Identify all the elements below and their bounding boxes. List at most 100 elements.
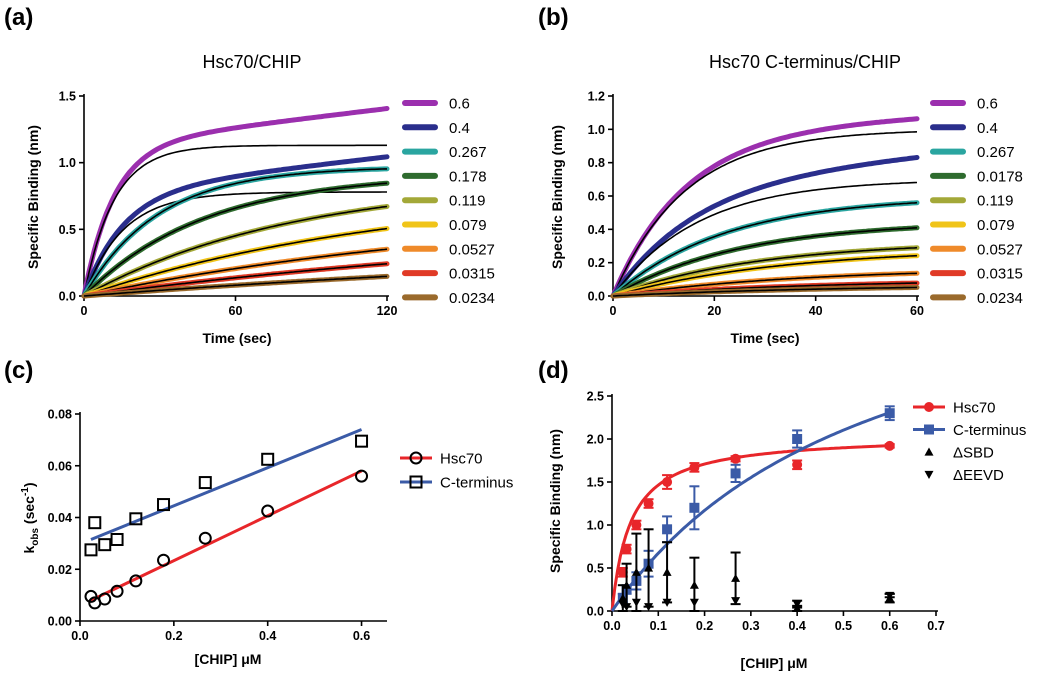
data-point-C-terminus xyxy=(88,516,102,530)
y-tick-label: 1.0 xyxy=(587,519,604,533)
panel-b-plot-area: 0 20 40 60 0.0 0.2 0.4 0.6 0.8 1.0 1.2 xyxy=(588,90,924,319)
data-point-Hsc70 xyxy=(643,498,654,509)
panel-a: (a) Hsc70/CHIP 0 60 120 0.0 0.5 1.0 1.5 0.6 0.4… xyxy=(4,4,495,346)
legend-marker-C-terminus xyxy=(409,475,423,489)
panel-a-legend: 0.6 0.4 0.267 0.178 0.119 0.079 0.0527 0.0315 0.… xyxy=(402,96,495,307)
y-tick-label: 0.5 xyxy=(587,562,604,576)
fit-curve-0.119 xyxy=(83,205,388,297)
fit-curve-0.0527 xyxy=(612,272,918,297)
data-point-C-terminus xyxy=(98,538,112,552)
panel-d: (d) 0.0 0.1 0.2 0.3 0.4 0.5 0.6 0.7 0.0 0.5 1.0 1.5… xyxy=(538,357,1026,671)
legend-label: 0.079 xyxy=(449,217,487,234)
x-tick-label: 120 xyxy=(377,304,398,318)
data-point-Hsc70 xyxy=(98,592,112,606)
x-tick-label: 0.4 xyxy=(788,619,805,633)
x-tick-label: 60 xyxy=(910,304,924,318)
y-tick-label: 0.8 xyxy=(588,156,605,170)
y-tick-label: 0.5 xyxy=(59,223,76,237)
data-point-ΔEEVD xyxy=(792,600,802,609)
data-point-ΔEEVD xyxy=(618,600,628,609)
y-tick-label: 0.06 xyxy=(48,459,72,473)
panel-a-title: Hsc70/CHIP xyxy=(202,52,301,72)
data-point-ΔEEVD xyxy=(885,591,895,601)
legend-label: 0.178 xyxy=(449,168,487,185)
fit-curve-0.079 xyxy=(612,254,918,297)
x-tick-label: 0 xyxy=(610,304,617,318)
y-tick-label: 1.5 xyxy=(587,476,604,490)
fit-curve-0.0527 xyxy=(83,248,388,297)
fit-curve-C-terminus xyxy=(610,411,891,612)
data-point-ΔEEVD xyxy=(644,603,654,612)
legend-label: C-terminus xyxy=(440,475,513,492)
panel-c-legend: Hsc70 C-terminus xyxy=(400,451,513,492)
legend-label: 0.267 xyxy=(977,144,1015,161)
data-curve-0.4 xyxy=(610,155,920,299)
x-tick-label: 0.4 xyxy=(259,629,276,643)
x-tick-label: 0.5 xyxy=(835,619,852,633)
data-point-ΔSBD xyxy=(689,580,699,589)
data-curve-0.6 xyxy=(610,116,920,299)
panel-a-x-axis-label: Time (sec) xyxy=(203,330,272,346)
data-point-Hsc70 xyxy=(689,462,700,473)
legend-label: Hsc70 xyxy=(953,400,996,417)
x-tick-label: 0.3 xyxy=(742,619,759,633)
kobs-unit-open: (sec xyxy=(21,496,37,528)
legend-label: Hsc70 xyxy=(440,451,483,468)
y-tick-label: 0.0 xyxy=(587,605,604,619)
data-point-ΔSBD xyxy=(631,567,641,576)
data-point-ΔSBD xyxy=(662,567,672,576)
y-tick-label: 0.0 xyxy=(588,290,605,304)
kobs-subscript: obs xyxy=(30,528,41,546)
legend-label: 0.267 xyxy=(449,144,487,161)
panel-c-x-axis-label: [CHIP] μM xyxy=(195,651,262,667)
panel-d-legend: Hsc70 C-terminus ΔSBD ΔEEVD xyxy=(913,400,1026,484)
x-tick-label: 0.7 xyxy=(927,619,944,633)
x-tick-label: 0.6 xyxy=(353,629,370,643)
y-tick-label: 1.5 xyxy=(59,90,76,104)
panel-a-label: (a) xyxy=(4,4,33,31)
data-point-C-terminus xyxy=(110,532,124,546)
x-tick-label: 0.0 xyxy=(71,629,88,643)
legend-label: 0.0234 xyxy=(449,290,495,307)
y-tick-label: 0.6 xyxy=(588,190,605,204)
panel-b-label: (b) xyxy=(538,4,569,31)
data-point-C-terminus xyxy=(355,434,369,448)
y-tick-label: 0.0 xyxy=(59,290,76,304)
legend-label: 0.0527 xyxy=(977,241,1023,258)
x-tick-label: 0.6 xyxy=(881,619,898,633)
panel-b-title: Hsc70 C-terminus/CHIP xyxy=(709,52,901,72)
x-tick-label: 40 xyxy=(809,304,823,318)
data-point-Hsc70 xyxy=(129,574,143,588)
data-point-Hsc70 xyxy=(621,544,632,555)
data-point-C-terminus xyxy=(884,408,895,419)
legend-label: 0.6 xyxy=(449,96,470,113)
panel-c-plot-area: 0.0 0.2 0.4 0.6 0.00 0.02 0.04 0.06 0.08 xyxy=(48,408,387,643)
data-point-Hsc70 xyxy=(355,469,369,483)
fit-curve-0.267 xyxy=(83,168,387,297)
kobs-unit-superscript: -1 xyxy=(20,487,31,496)
legend-label: C-terminus xyxy=(953,422,1026,439)
legend-marker-ΔEEVD xyxy=(924,470,934,479)
fit-curve-0.4 xyxy=(612,181,918,297)
x-tick-label: 0.2 xyxy=(165,629,182,643)
legend-marker-Hsc70 xyxy=(924,402,934,412)
legend-label: 0.119 xyxy=(977,193,1013,210)
legend-label: 0.4 xyxy=(977,120,998,137)
data-point-C-terminus xyxy=(792,434,803,444)
y-tick-label: 2.5 xyxy=(587,390,604,404)
data-point-Hsc70 xyxy=(792,459,803,470)
data-point-Hsc70 xyxy=(110,584,124,598)
data-point-ΔEEVD xyxy=(622,603,632,612)
legend-marker-ΔSBD xyxy=(924,447,934,456)
x-tick-label: 0 xyxy=(81,304,88,318)
panel-b-y-axis-label: Specific Binding (nm) xyxy=(549,125,565,269)
y-tick-label: 0.00 xyxy=(48,615,72,629)
data-point-Hsc70 xyxy=(261,504,275,518)
data-point-ΔEEVD xyxy=(689,598,699,607)
data-point-Hsc70 xyxy=(662,477,673,487)
y-tick-label: 1.2 xyxy=(588,90,605,104)
legend-marker-C-terminus xyxy=(924,424,934,435)
fit-curve-0.4 xyxy=(83,191,387,297)
x-tick-label: 0.2 xyxy=(696,619,713,633)
x-tick-label: 60 xyxy=(229,304,243,318)
